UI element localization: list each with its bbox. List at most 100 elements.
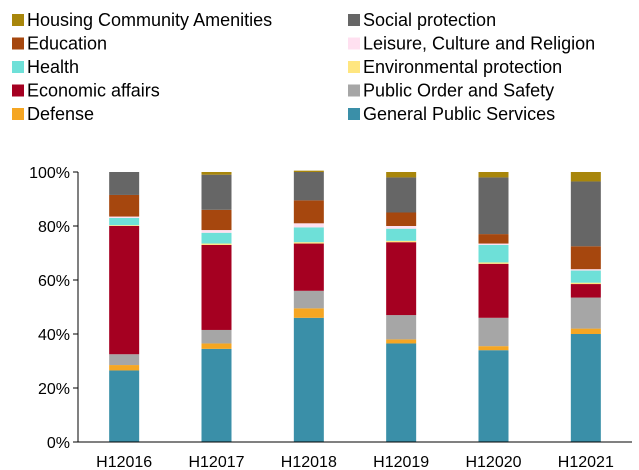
y-tick-label: 20% [38,381,70,398]
bar-segment-housing-community-amenities [201,172,232,175]
bar-segment-education [201,209,232,231]
legend-item-defense: Defense [12,104,94,124]
bar-segment-economic-affairs [570,284,601,298]
bar-segment-housing-community-amenities [570,172,601,182]
bar-segment-social-protection [201,174,232,210]
bar-segment-public-order-and-safety [109,354,140,366]
y-tick-label: 40% [38,327,70,344]
bar-segment-environmental-protection [109,225,140,226]
legend-label: Education [27,34,107,54]
bar-segment-environmental-protection [386,240,417,243]
bar-segment-public-order-and-safety [478,317,509,347]
legend-swatch [12,37,24,50]
legend-item-social-protection: Social protection [348,10,496,30]
legend-item-education: Education [12,34,107,54]
bar-segment-health [386,228,417,241]
legend-swatch [12,108,24,120]
bar-segment-general-public-services [386,343,417,442]
bar-segment-housing-community-amenities [478,172,509,178]
bar-segment-defense [109,365,140,371]
bar-segment-general-public-services [570,334,601,442]
bar-segment-economic-affairs [201,244,232,330]
bars [109,170,601,442]
bar-segment-health [109,217,140,226]
y-tick-label: 80% [38,219,70,236]
legend-label: Leisure, Culture and Religion [363,34,595,54]
legend: Housing Community Amenities Social protec… [12,10,595,124]
bar-segment-education [478,234,509,244]
bar-segment-housing-community-amenities [293,170,324,172]
y-tick-label: 100% [29,165,70,182]
bar-segment-public-order-and-safety [570,297,601,329]
bar-stack-h12017 [201,172,232,442]
legend-swatch [12,84,24,97]
x-tick-label: H12017 [188,454,244,470]
bar-segment-defense [293,308,324,318]
legend-item-housing-community-amenities: Housing Community Amenities [12,10,272,30]
bar-segment-leisure-culture-and-religion [201,230,232,233]
bar-segment-leisure-culture-and-religion [386,226,417,229]
x-tick-label: H12018 [281,454,337,470]
bar-segment-general-public-services [478,350,509,442]
legend-label: Defense [27,104,94,124]
bar-segment-environmental-protection [570,282,601,285]
legend-item-environmental-protection: Environmental protection [348,57,562,77]
y-axis: 0% 20% 40% 60% 80% 100% [29,165,79,452]
bar-segment-general-public-services [293,317,324,442]
x-tick-label: H12019 [373,454,429,470]
bar-segment-health [201,232,232,244]
bar-segment-education [293,200,324,224]
bar-segment-leisure-culture-and-religion [478,243,509,245]
bar-segment-education [386,212,417,226]
x-axis: H12016 H12017 H12018 H12019 H12020 H12021 [78,441,632,470]
bar-segment-environmental-protection [293,242,324,244]
legend-item-general-public-services: General Public Services [348,104,555,124]
x-tick-label: H12020 [465,454,521,470]
bar-segment-defense [201,343,232,349]
bar-segment-leisure-culture-and-religion [109,216,140,218]
legend-label: General Public Services [363,104,555,124]
bar-segment-education [109,194,140,217]
bar-segment-social-protection [386,177,417,213]
bar-segment-economic-affairs [293,243,324,291]
bar-segment-public-order-and-safety [386,315,417,340]
legend-swatch [348,61,360,73]
legend-label: Economic affairs [27,81,160,101]
bar-segment-economic-affairs [109,226,140,355]
bar-segment-leisure-culture-and-religion [570,269,601,271]
bar-segment-health [293,227,324,243]
legend-swatch [348,108,360,120]
bar-stack-h12019 [386,172,417,442]
x-tick-label: H12021 [558,454,614,470]
bar-stack-h12021 [570,172,601,442]
bar-segment-economic-affairs [478,263,509,318]
bar-segment-housing-community-amenities [386,172,417,178]
x-tick-label: H12016 [96,454,152,470]
y-tick-label: 0% [47,435,70,452]
bar-segment-general-public-services [201,348,232,442]
bar-segment-social-protection [293,172,324,201]
legend-label: Public Order and Safety [363,81,554,101]
bar-segment-social-protection [570,181,601,247]
bar-segment-economic-affairs [386,242,417,316]
bar-segment-defense [570,328,601,334]
legend-item-leisure-culture-and-religion: Leisure, Culture and Religion [348,34,595,54]
legend-swatch [348,37,360,50]
legend-label: Social protection [363,10,496,30]
bar-stack-h12020 [478,172,509,442]
y-tick-label: 60% [38,273,70,290]
bar-segment-public-order-and-safety [293,290,324,309]
bar-stack-h12018 [293,170,324,442]
legend-item-public-order-and-safety: Public Order and Safety [348,81,554,101]
bar-segment-health [478,244,509,263]
legend-item-economic-affairs: Economic affairs [12,81,160,101]
bar-segment-defense [386,339,417,344]
bar-segment-social-protection [109,172,140,195]
bar-segment-leisure-culture-and-religion [293,223,324,228]
legend-swatch [348,14,360,26]
legend-swatch [12,14,24,26]
legend-swatch [348,84,360,97]
legend-label: Environmental protection [363,57,562,77]
legend-label: Housing Community Amenities [27,10,272,30]
